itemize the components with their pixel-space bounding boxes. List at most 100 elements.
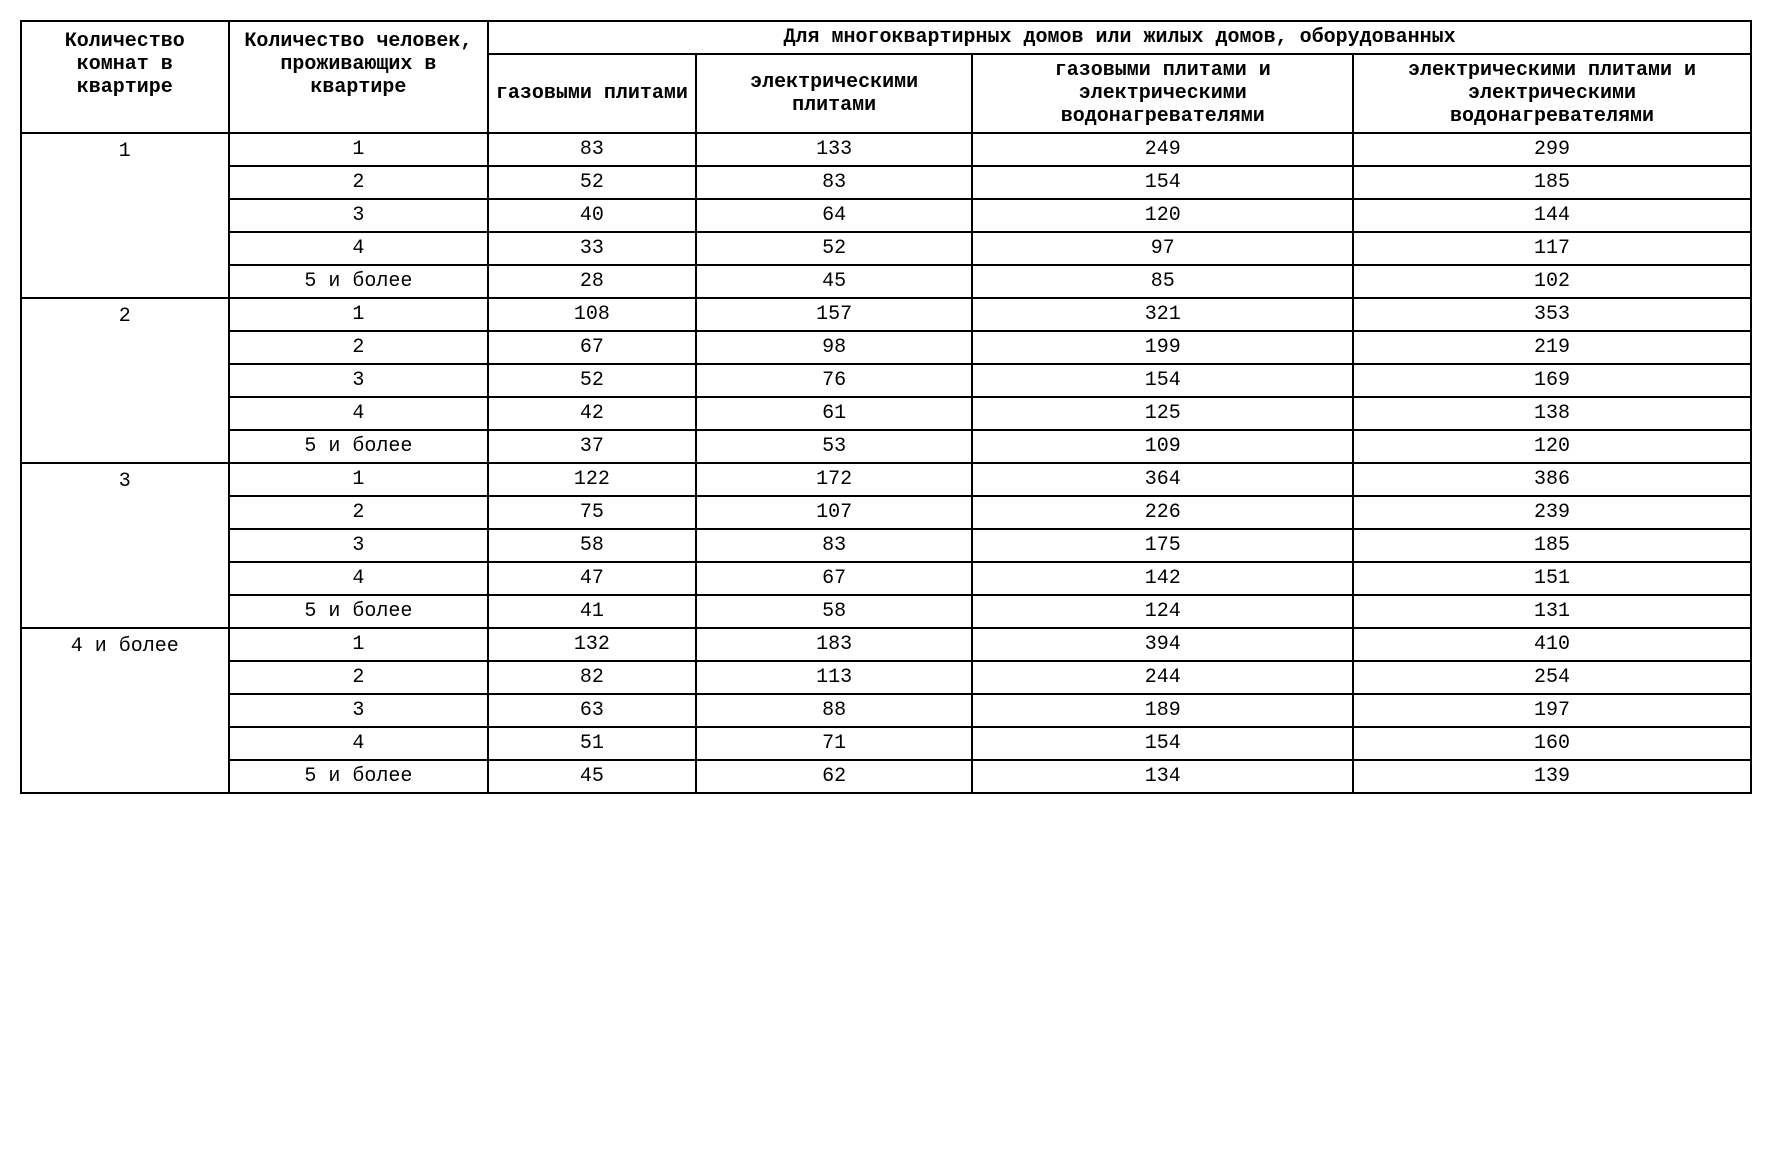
cell-value-3: 125 bbox=[972, 397, 1353, 430]
cell-value-1: 40 bbox=[488, 199, 696, 232]
cell-value-1: 51 bbox=[488, 727, 696, 760]
cell-value-1: 75 bbox=[488, 496, 696, 529]
table-row: 36388189197 bbox=[21, 694, 1751, 727]
cell-people: 5 и более bbox=[229, 760, 489, 793]
cell-value-2: 62 bbox=[696, 760, 973, 793]
cell-value-4: 254 bbox=[1353, 661, 1751, 694]
cell-value-3: 321 bbox=[972, 298, 1353, 331]
cell-value-3: 154 bbox=[972, 166, 1353, 199]
cell-value-4: 219 bbox=[1353, 331, 1751, 364]
cell-value-1: 28 bbox=[488, 265, 696, 298]
cell-value-2: 71 bbox=[696, 727, 973, 760]
cell-people: 4 bbox=[229, 562, 489, 595]
cell-people: 4 bbox=[229, 232, 489, 265]
cell-people: 3 bbox=[229, 694, 489, 727]
cell-rooms: 4 и более bbox=[21, 628, 229, 793]
table-row: 44767142151 bbox=[21, 562, 1751, 595]
cell-value-4: 160 bbox=[1353, 727, 1751, 760]
cell-value-2: 107 bbox=[696, 496, 973, 529]
cell-value-3: 154 bbox=[972, 364, 1353, 397]
cell-value-3: 134 bbox=[972, 760, 1353, 793]
table-row: 44261125138 bbox=[21, 397, 1751, 430]
cell-value-1: 108 bbox=[488, 298, 696, 331]
cell-value-3: 154 bbox=[972, 727, 1353, 760]
table-row: 25283154185 bbox=[21, 166, 1751, 199]
cell-value-4: 386 bbox=[1353, 463, 1751, 496]
cell-value-1: 33 bbox=[488, 232, 696, 265]
cell-people: 3 bbox=[229, 529, 489, 562]
cell-value-4: 139 bbox=[1353, 760, 1751, 793]
cell-value-3: 199 bbox=[972, 331, 1353, 364]
cell-value-1: 52 bbox=[488, 364, 696, 397]
cell-value-1: 122 bbox=[488, 463, 696, 496]
cell-value-2: 183 bbox=[696, 628, 973, 661]
cell-value-2: 58 bbox=[696, 595, 973, 628]
cell-value-1: 37 bbox=[488, 430, 696, 463]
cell-value-3: 189 bbox=[972, 694, 1353, 727]
cell-value-2: 83 bbox=[696, 166, 973, 199]
cell-value-1: 41 bbox=[488, 595, 696, 628]
cell-value-3: 109 bbox=[972, 430, 1353, 463]
cell-people: 1 bbox=[229, 298, 489, 331]
cell-people: 4 bbox=[229, 397, 489, 430]
cell-value-1: 82 bbox=[488, 661, 696, 694]
table-row: 35883175185 bbox=[21, 529, 1751, 562]
cell-value-1: 63 bbox=[488, 694, 696, 727]
table-row: 5 и более4158124131 bbox=[21, 595, 1751, 628]
table-row: 1183133249299 bbox=[21, 133, 1751, 166]
norms-table: Количество комнат в квартире Количество … bbox=[20, 20, 1752, 794]
cell-value-1: 83 bbox=[488, 133, 696, 166]
cell-value-2: 76 bbox=[696, 364, 973, 397]
cell-value-2: 67 bbox=[696, 562, 973, 595]
table-row: 5 и более284585102 bbox=[21, 265, 1751, 298]
table-row: 21108157321353 bbox=[21, 298, 1751, 331]
cell-people: 2 bbox=[229, 166, 489, 199]
cell-value-2: 98 bbox=[696, 331, 973, 364]
table-row: 5 и более3753109120 bbox=[21, 430, 1751, 463]
table-row: 31122172364386 bbox=[21, 463, 1751, 496]
cell-people: 1 bbox=[229, 463, 489, 496]
cell-value-4: 131 bbox=[1353, 595, 1751, 628]
cell-value-4: 353 bbox=[1353, 298, 1751, 331]
cell-value-1: 58 bbox=[488, 529, 696, 562]
cell-value-2: 52 bbox=[696, 232, 973, 265]
cell-value-4: 169 bbox=[1353, 364, 1751, 397]
cell-value-2: 53 bbox=[696, 430, 973, 463]
cell-value-4: 120 bbox=[1353, 430, 1751, 463]
cell-value-3: 364 bbox=[972, 463, 1353, 496]
cell-value-2: 61 bbox=[696, 397, 973, 430]
table-header: Количество комнат в квартире Количество … bbox=[21, 21, 1751, 133]
table-body: 1183133249299252831541853406412014443352… bbox=[21, 133, 1751, 793]
cell-people: 2 bbox=[229, 661, 489, 694]
cell-people: 1 bbox=[229, 628, 489, 661]
header-col3: газовыми плитами и электрическими водона… bbox=[972, 54, 1353, 133]
cell-value-1: 67 bbox=[488, 331, 696, 364]
cell-people: 3 bbox=[229, 199, 489, 232]
cell-people: 5 и более bbox=[229, 265, 489, 298]
cell-value-1: 47 bbox=[488, 562, 696, 595]
cell-value-3: 226 bbox=[972, 496, 1353, 529]
cell-people: 1 bbox=[229, 133, 489, 166]
header-rooms: Количество комнат в квартире bbox=[21, 21, 229, 133]
cell-value-4: 185 bbox=[1353, 166, 1751, 199]
table-row: 4335297117 bbox=[21, 232, 1751, 265]
header-super: Для многоквартирных домов или жилых домо… bbox=[488, 21, 1751, 54]
table-row: 4 и более1132183394410 bbox=[21, 628, 1751, 661]
cell-value-3: 142 bbox=[972, 562, 1353, 595]
table-row: 282113244254 bbox=[21, 661, 1751, 694]
cell-value-3: 175 bbox=[972, 529, 1353, 562]
table-row: 35276154169 bbox=[21, 364, 1751, 397]
cell-value-1: 42 bbox=[488, 397, 696, 430]
cell-value-2: 45 bbox=[696, 265, 973, 298]
cell-value-4: 239 bbox=[1353, 496, 1751, 529]
cell-value-2: 113 bbox=[696, 661, 973, 694]
cell-people: 3 bbox=[229, 364, 489, 397]
header-col2: электрическими плитами bbox=[696, 54, 973, 133]
cell-value-2: 88 bbox=[696, 694, 973, 727]
cell-rooms: 3 bbox=[21, 463, 229, 628]
cell-value-4: 185 bbox=[1353, 529, 1751, 562]
cell-value-2: 133 bbox=[696, 133, 973, 166]
cell-value-3: 85 bbox=[972, 265, 1353, 298]
cell-rooms: 2 bbox=[21, 298, 229, 463]
cell-value-1: 52 bbox=[488, 166, 696, 199]
